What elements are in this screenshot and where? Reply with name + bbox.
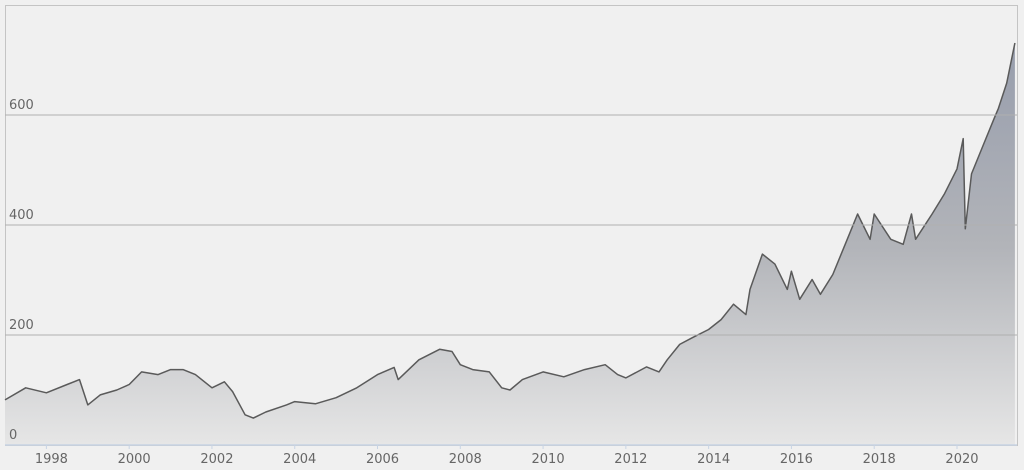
x-tick-label: 2020 (945, 452, 978, 467)
y-tick-label: 200 (9, 318, 34, 333)
x-tick-label: 2002 (200, 452, 233, 467)
x-tick-label: 2010 (532, 452, 565, 467)
x-tick-label: 2012 (614, 452, 647, 467)
y-tick-label: 0 (9, 428, 17, 443)
x-tick-label: 2016 (780, 452, 813, 467)
x-tick-label: 2008 (449, 452, 482, 467)
area-fill (5, 43, 1015, 445)
x-tick-label: 1998 (35, 452, 68, 467)
y-tick-label: 600 (9, 98, 34, 113)
x-tick-label: 2006 (366, 452, 399, 467)
x-tick-label: 2014 (697, 452, 730, 467)
x-tick-label: 2000 (118, 452, 151, 467)
y-tick-label: 400 (9, 208, 34, 223)
x-tick-label: 2018 (863, 452, 896, 467)
area-line (4, 42, 1016, 419)
x-tick-label: 2004 (283, 452, 316, 467)
